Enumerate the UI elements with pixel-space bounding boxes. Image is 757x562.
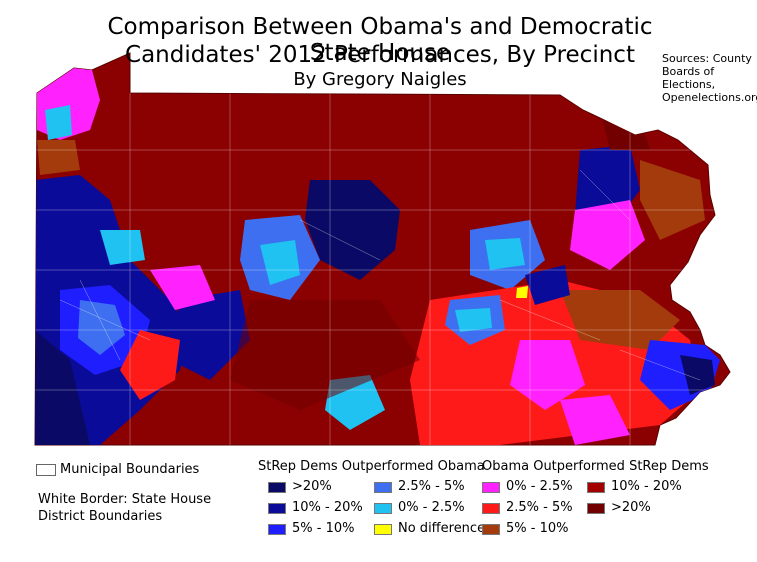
delaware-mix [560, 395, 630, 445]
legend-item-label: 0% - 2.5% [506, 479, 573, 494]
pittsburgh-core [78, 300, 125, 355]
lancaster-magenta [510, 340, 585, 410]
legend-heading-obama: Obama Outperformed StRep Dems [482, 459, 709, 474]
white-border-label: District Boundaries [38, 509, 163, 524]
legend-swatch [482, 482, 500, 493]
erie-light [45, 105, 72, 140]
northeast-orange [640, 160, 705, 240]
legend-swatch [482, 524, 500, 535]
map-title-line2: Candidates' 2012 Performances, By Precin… [125, 42, 635, 68]
wilkes-core [485, 238, 525, 270]
legend-item-label: 10% - 20% [292, 500, 363, 515]
philadelphia-core [680, 355, 715, 395]
byline: By Gregory Naigles [293, 69, 467, 90]
legend-swatch [374, 482, 392, 493]
precinct-regions [35, 68, 720, 445]
legend-heading-strep: StRep Dems Outperformed Obama [258, 459, 485, 474]
municipal-boundaries-label: Municipal Boundaries [60, 462, 200, 477]
map-title-line1: Comparison Between Obama's and Democrati… [107, 14, 653, 66]
southwest-dark [35, 330, 90, 445]
legend-swatch [268, 524, 286, 535]
harrisburg-light [455, 308, 492, 332]
legend-swatch [587, 482, 605, 493]
westmoreland-mix [120, 330, 180, 400]
sources-line: Openelections.org [662, 91, 757, 104]
northwest-orange [37, 140, 80, 175]
legend-item-label: >20% [292, 479, 332, 494]
legend-swatch [374, 524, 392, 535]
legend-swatch [482, 503, 500, 514]
centre-core [260, 240, 300, 285]
legend-item-label: >20% [611, 500, 651, 515]
sources-line: Sources: County [662, 52, 752, 65]
northwest-magenta [150, 265, 215, 310]
no-difference-spot [516, 286, 528, 298]
legend-swatch [587, 503, 605, 514]
sources-note: Sources: County Boards of Elections, Ope… [662, 52, 757, 104]
central-blue-region [305, 180, 400, 280]
legend-item-label: 5% - 10% [506, 521, 569, 536]
berks-dark [525, 265, 570, 305]
legend-item-label: 0% - 2.5% [398, 500, 465, 515]
legend-item-label: No difference [398, 521, 486, 536]
legend-swatch [374, 503, 392, 514]
southeast-orange [560, 290, 680, 350]
sources-line: Elections, [662, 78, 716, 91]
legend-swatch [268, 503, 286, 514]
northwest-light [100, 230, 145, 265]
legend-item-label: 2.5% - 5% [398, 479, 465, 494]
legend-item-label: 5% - 10% [292, 521, 355, 536]
municipal-boundaries [35, 93, 720, 445]
scranton-mix [570, 200, 645, 270]
legend-swatch [268, 482, 286, 493]
legend-item-label: 2.5% - 5% [506, 500, 573, 515]
white-border-label: White Border: State House [38, 492, 212, 507]
dark-red-band [230, 300, 420, 410]
municipal-boundary-swatch [36, 464, 56, 476]
legend-item-label: 10% - 20% [611, 479, 682, 494]
sources-line: Boards of [662, 65, 715, 78]
